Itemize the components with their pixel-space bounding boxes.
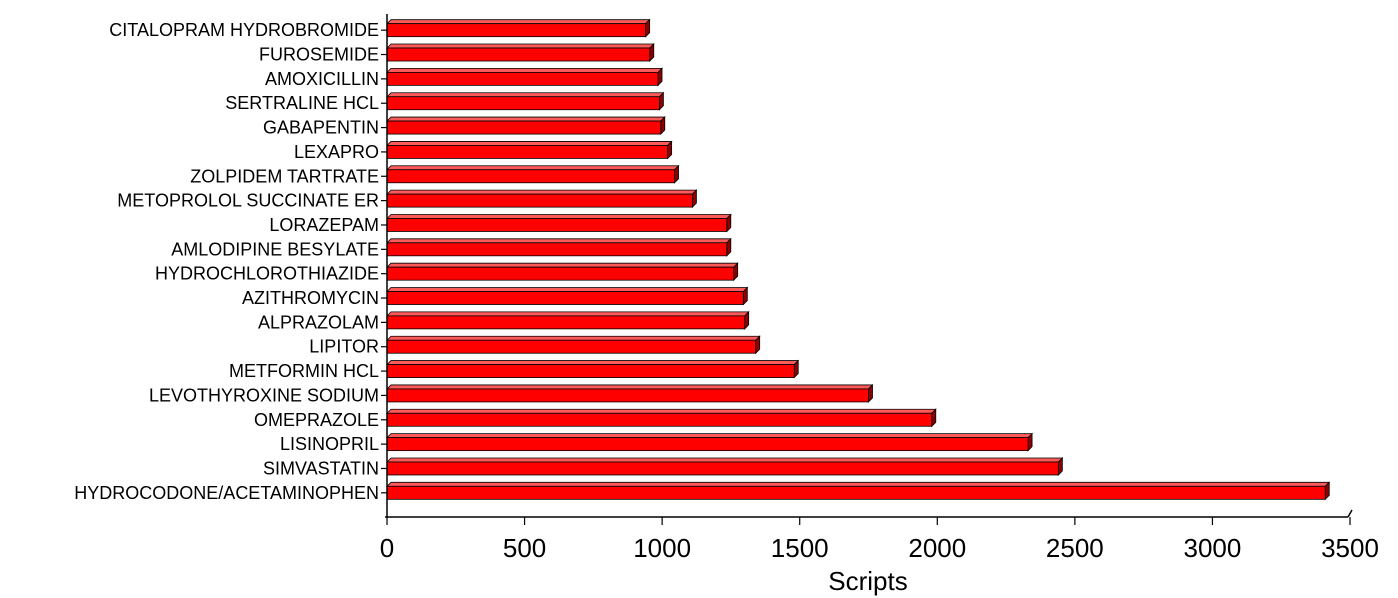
axes-group	[381, 14, 1353, 518]
category-label: FUROSEMIDE	[259, 45, 379, 65]
bar-front-face	[386, 193, 693, 208]
bar-front-face	[386, 169, 675, 184]
category-label: HYDROCODONE/ACETAMINOPHEN	[74, 483, 379, 503]
bar	[386, 383, 874, 403]
bar	[386, 262, 739, 282]
category-label: GABAPENTIN	[263, 118, 379, 138]
bar-front-face	[386, 364, 795, 378]
bar-front-face	[386, 388, 869, 403]
bar	[386, 18, 651, 38]
x-axis-depth-line	[1347, 509, 1353, 518]
bar-top-face	[386, 384, 874, 390]
bar-front-face	[386, 485, 1326, 500]
category-label: ALPRAZOLAM	[258, 312, 379, 332]
bar-front-face	[386, 437, 1029, 452]
category-label: CITALOPRAM HYDROBROMIDE	[109, 20, 379, 40]
category-labels-group: HYDROCODONE/ACETAMINOPHEN SIMVASTATIN LISI…	[74, 20, 379, 503]
bar	[386, 432, 1034, 452]
x-tick-label: 2000	[908, 533, 966, 563]
bar-front-face	[386, 461, 1059, 476]
bar-top-face	[386, 287, 749, 292]
x-tick-label: 3000	[1184, 533, 1242, 563]
bar	[386, 310, 750, 330]
bar	[386, 481, 1331, 501]
x-tick-label: 1500	[771, 533, 829, 563]
category-label: SIMVASTATIN	[263, 458, 379, 478]
x-tick-label: 2500	[1046, 533, 1104, 563]
x-tick-label: 3500	[1321, 533, 1379, 563]
category-label: AZITHROMYCIN	[242, 288, 379, 308]
bar	[386, 335, 761, 355]
category-label: HYDROCHLOROTHIAZIDE	[155, 264, 379, 284]
bar	[386, 91, 665, 111]
bar-front-face	[386, 96, 660, 111]
bar-front-face	[386, 242, 728, 257]
bar-top-face	[386, 335, 761, 341]
bar-front-face	[386, 218, 728, 232]
bar-top-face	[386, 214, 732, 219]
category-label: AMOXICILLIN	[265, 69, 379, 89]
bar-top-face	[386, 141, 673, 146]
x-axis-title: Scripts	[828, 566, 907, 596]
bar-top-face	[386, 67, 663, 73]
bar-top-face	[386, 19, 651, 25]
bar	[386, 213, 732, 233]
bar-front-face	[386, 291, 744, 305]
bar-top-face	[386, 165, 680, 171]
bar	[386, 43, 655, 62]
category-label: LEVOTHYROXINE SODIUM	[149, 385, 379, 405]
bar	[386, 140, 673, 160]
category-label: LORAZEPAM	[269, 215, 379, 235]
category-label: LIPITOR	[309, 337, 379, 357]
bar	[386, 164, 680, 184]
bar-top-face	[386, 408, 937, 414]
bar-front-face	[386, 120, 662, 135]
bar-top-face	[386, 433, 1034, 439]
bar-top-face	[386, 311, 750, 317]
bar	[386, 359, 800, 379]
bar-top-face	[386, 92, 665, 98]
bar-front-face	[386, 145, 669, 159]
x-ticks-group: 0 500 1000 1500 2000 2500 3000 3500	[380, 517, 1379, 563]
bar-top-face	[386, 360, 800, 365]
bar-front-face	[386, 266, 735, 281]
bar	[386, 189, 698, 209]
bar	[386, 408, 937, 428]
bar	[386, 237, 732, 257]
x-tick-label: 0	[380, 533, 394, 563]
bar	[386, 67, 663, 87]
bar-top-face	[386, 116, 666, 122]
bar-top-face	[386, 238, 732, 244]
bar-front-face	[386, 23, 647, 38]
bar-top-face	[386, 262, 739, 268]
bar	[386, 286, 749, 306]
category-label: LEXAPRO	[294, 142, 379, 162]
bar-front-face	[386, 339, 757, 354]
bar	[386, 457, 1064, 476]
bar-front-face	[386, 71, 659, 86]
category-label: LISINOPRIL	[280, 434, 379, 454]
category-label: OMEPRAZOLE	[254, 410, 379, 430]
bars-group	[386, 18, 1331, 501]
bar-front-face	[386, 315, 746, 330]
category-label: SERTRALINE HCL	[225, 93, 379, 113]
category-label: ZOLPIDEM TARTRATE	[190, 166, 379, 186]
bar-top-face	[386, 189, 698, 195]
bar-top-face	[386, 457, 1064, 463]
x-tick-label: 500	[503, 533, 546, 563]
bar-front-face	[386, 412, 933, 427]
x-tick-label: 1000	[633, 533, 691, 563]
bar	[386, 116, 666, 136]
category-label: METFORMIN HCL	[229, 361, 379, 381]
category-label: METOPROLOL SUCCINATE ER	[117, 191, 379, 211]
category-label: AMLODIPINE BESYLATE	[171, 239, 379, 259]
bar-top-face	[386, 481, 1331, 487]
bar-front-face	[386, 47, 651, 62]
bar-top-face	[386, 43, 655, 49]
